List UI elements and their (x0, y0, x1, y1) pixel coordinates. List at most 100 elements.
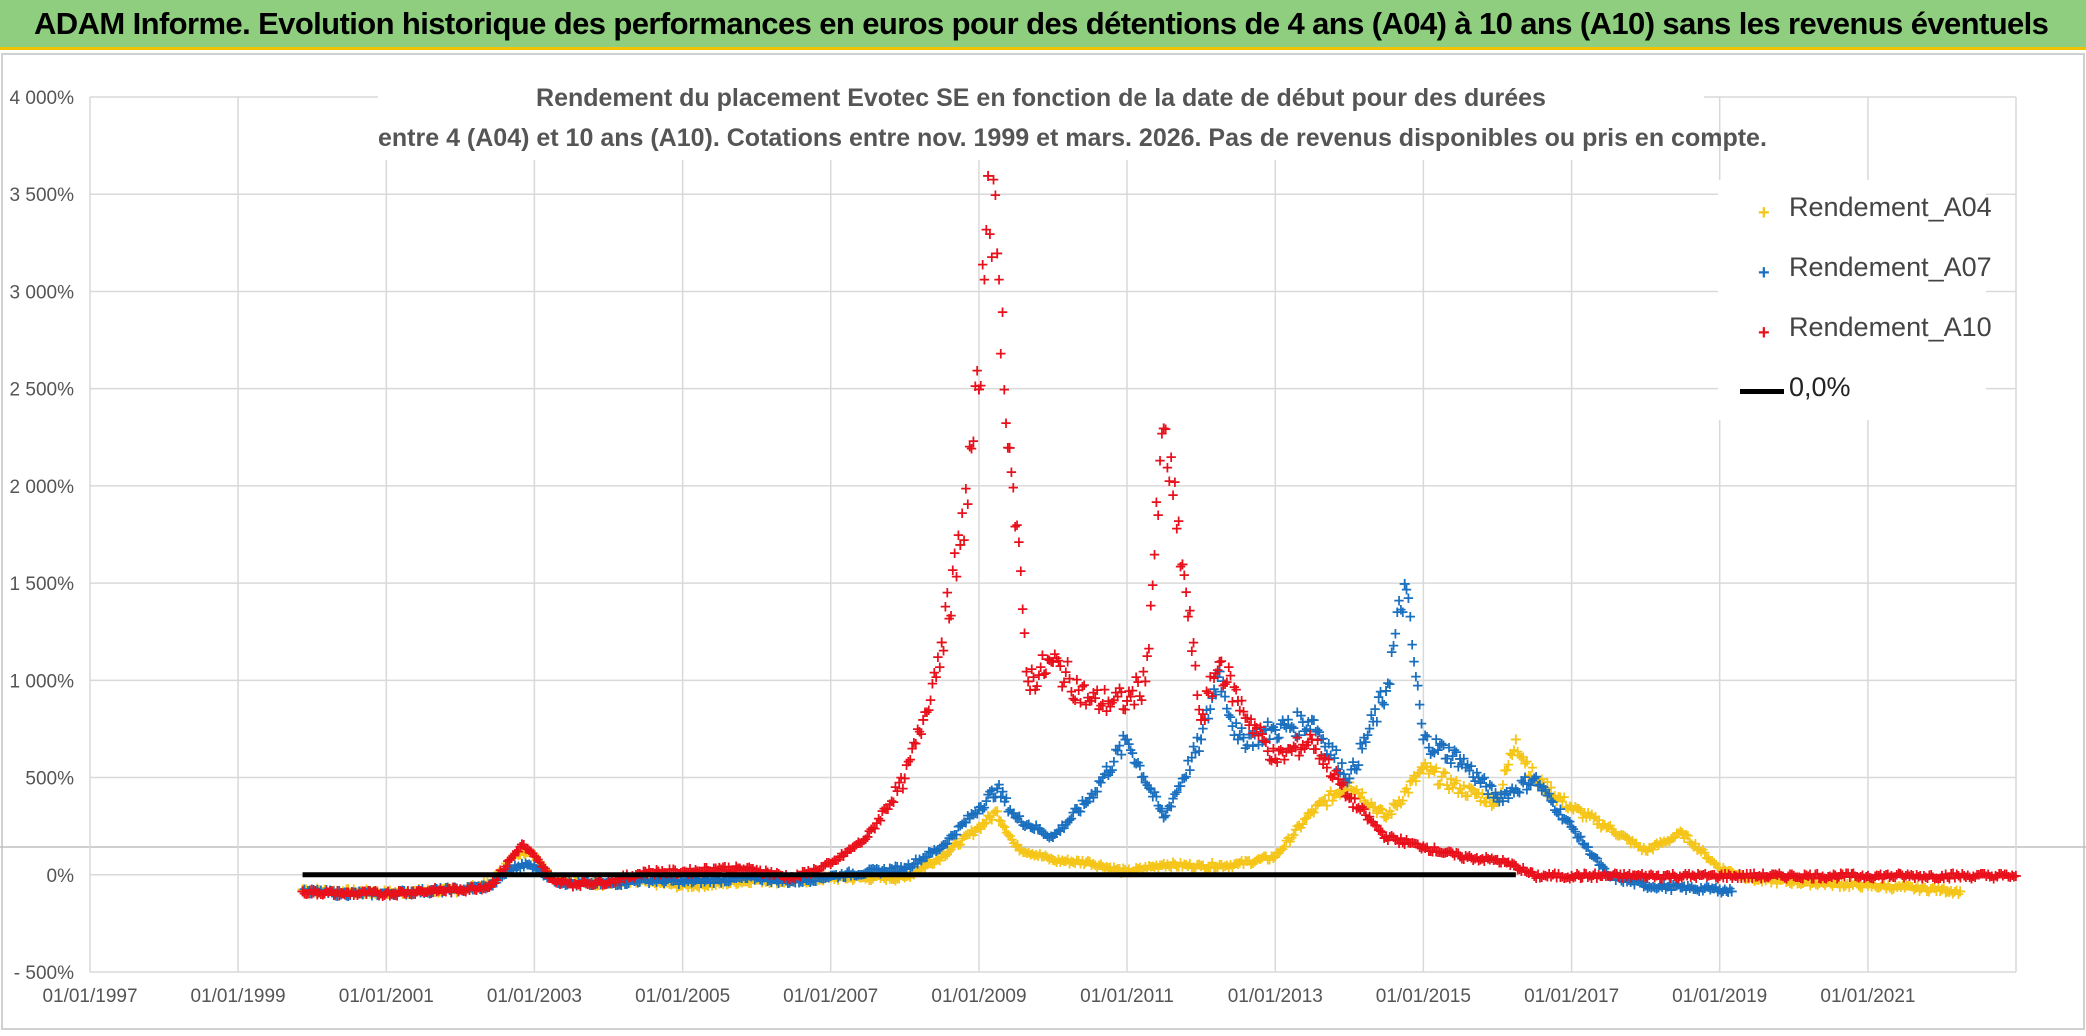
data-point-a07: + (371, 886, 384, 904)
data-point-a04: + (1439, 764, 1452, 782)
data-point-a04: + (1628, 834, 1641, 852)
data-point-a10: + (1007, 478, 1020, 496)
data-point-a04: + (1156, 856, 1169, 874)
data-point-a10: + (2009, 866, 2022, 885)
data-point-a04: + (501, 852, 514, 870)
data-point-a04: + (570, 873, 583, 891)
data-point-a04: + (391, 884, 404, 902)
data-point-a04: + (1708, 853, 1721, 871)
data-point-a04: + (1276, 840, 1289, 858)
data-point-a10: + (1061, 653, 1074, 671)
data-point-a04: + (591, 876, 604, 894)
data-point-a04: + (1884, 879, 1897, 897)
data-point-a04: + (302, 883, 315, 901)
data-point-a04: + (1445, 770, 1458, 788)
data-point-a07: + (369, 883, 382, 901)
data-point-a04: + (1769, 871, 1782, 889)
data-point-a04: + (593, 876, 606, 894)
data-point-a04: + (1002, 825, 1015, 843)
data-point-a04: + (1921, 882, 1934, 900)
data-point-a04: + (982, 806, 995, 824)
data-point-a04: + (967, 826, 980, 844)
data-point-a04: + (1654, 833, 1667, 851)
data-point-a10: + (993, 271, 1006, 289)
data-point-a04: + (930, 851, 943, 869)
data-point-a04: + (1748, 872, 1761, 890)
data-point-a04: + (1421, 758, 1434, 776)
data-point-a04: + (1423, 764, 1436, 782)
data-point-a04: + (1593, 811, 1606, 829)
data-point-a04: + (996, 816, 1009, 834)
data-point-a04: + (1495, 783, 1508, 801)
data-point-a04: + (327, 881, 340, 899)
data-point-a04: + (1356, 783, 1369, 801)
data-point-a04: + (1765, 874, 1778, 892)
data-point-a04: + (673, 877, 686, 895)
data-point-a04: + (1317, 792, 1330, 810)
data-point-a04: + (1404, 773, 1417, 791)
data-point-a04: + (971, 819, 984, 837)
data-point-a04: + (1063, 854, 1076, 872)
data-point-a04: + (369, 885, 382, 903)
data-point-a04: + (1819, 876, 1832, 894)
data-point-a04: + (1828, 874, 1841, 892)
data-point-a07: + (351, 885, 364, 903)
data-point-a04: + (1787, 872, 1800, 891)
data-point-a04: + (965, 821, 978, 839)
data-point-a04: + (1667, 829, 1680, 847)
data-point-a04: + (783, 874, 796, 892)
data-point-a04: + (680, 875, 693, 893)
data-point-a04: + (1211, 858, 1224, 876)
data-point-a04: + (1730, 866, 1743, 884)
data-point-a04: + (1410, 772, 1423, 790)
data-point-a10: + (1000, 414, 1013, 432)
data-point-a04: + (574, 874, 587, 892)
data-point-a04: + (1293, 816, 1306, 834)
data-point-a04: + (1806, 874, 1819, 892)
data-point-a04: + (1836, 875, 1849, 893)
data-point-a04: + (1580, 809, 1593, 827)
data-point-a04: + (928, 855, 941, 873)
data-point-a04: + (1530, 773, 1543, 791)
data-point-a04: + (1795, 875, 1808, 893)
data-point-a04: + (1430, 759, 1443, 777)
data-point-a04: + (393, 881, 406, 899)
data-point-a04: + (989, 802, 1002, 820)
data-point-a04: + (1652, 836, 1665, 854)
data-point-a04: + (1923, 883, 1936, 901)
data-point-a04: + (1052, 850, 1065, 868)
data-point-a04: + (371, 882, 384, 900)
data-point-a04: + (1078, 855, 1091, 873)
data-point-a04: + (689, 876, 702, 894)
data-point-a10: + (1178, 566, 1191, 584)
data-point-a04: + (1791, 874, 1804, 892)
data-point-a04: + (917, 858, 930, 876)
data-point-a04: + (1165, 858, 1178, 876)
data-point-a04: + (922, 854, 935, 872)
data-point-a04: + (1578, 803, 1591, 821)
data-point-a04: + (1043, 851, 1056, 869)
data-point-a04: + (1382, 806, 1395, 824)
data-point-a04: + (1402, 784, 1415, 802)
data-point-a07: + (384, 884, 397, 902)
data-point-a04: + (425, 882, 438, 900)
data-point-a04: + (921, 855, 934, 873)
data-point-a04: + (357, 884, 370, 902)
data-point-a04: + (431, 880, 444, 898)
data-point-a04: + (589, 876, 602, 894)
data-point-a04: + (472, 876, 485, 894)
data-point-a04: + (684, 875, 697, 893)
data-point-a04: + (1072, 851, 1085, 869)
data-point-a04: + (1411, 765, 1424, 783)
data-point-a04: + (394, 882, 407, 900)
data-point-a04: + (559, 874, 572, 892)
data-point-a04: + (376, 886, 389, 904)
data-point-a04: + (1237, 855, 1250, 873)
data-point-a04: + (991, 802, 1004, 821)
data-point-a04: + (347, 880, 360, 898)
data-point-a10: + (1003, 438, 1016, 457)
data-point-a04: + (937, 845, 950, 863)
data-point-a04: + (1367, 798, 1380, 816)
data-point-a04: + (1139, 857, 1152, 875)
data-point-a04: + (1587, 809, 1600, 827)
